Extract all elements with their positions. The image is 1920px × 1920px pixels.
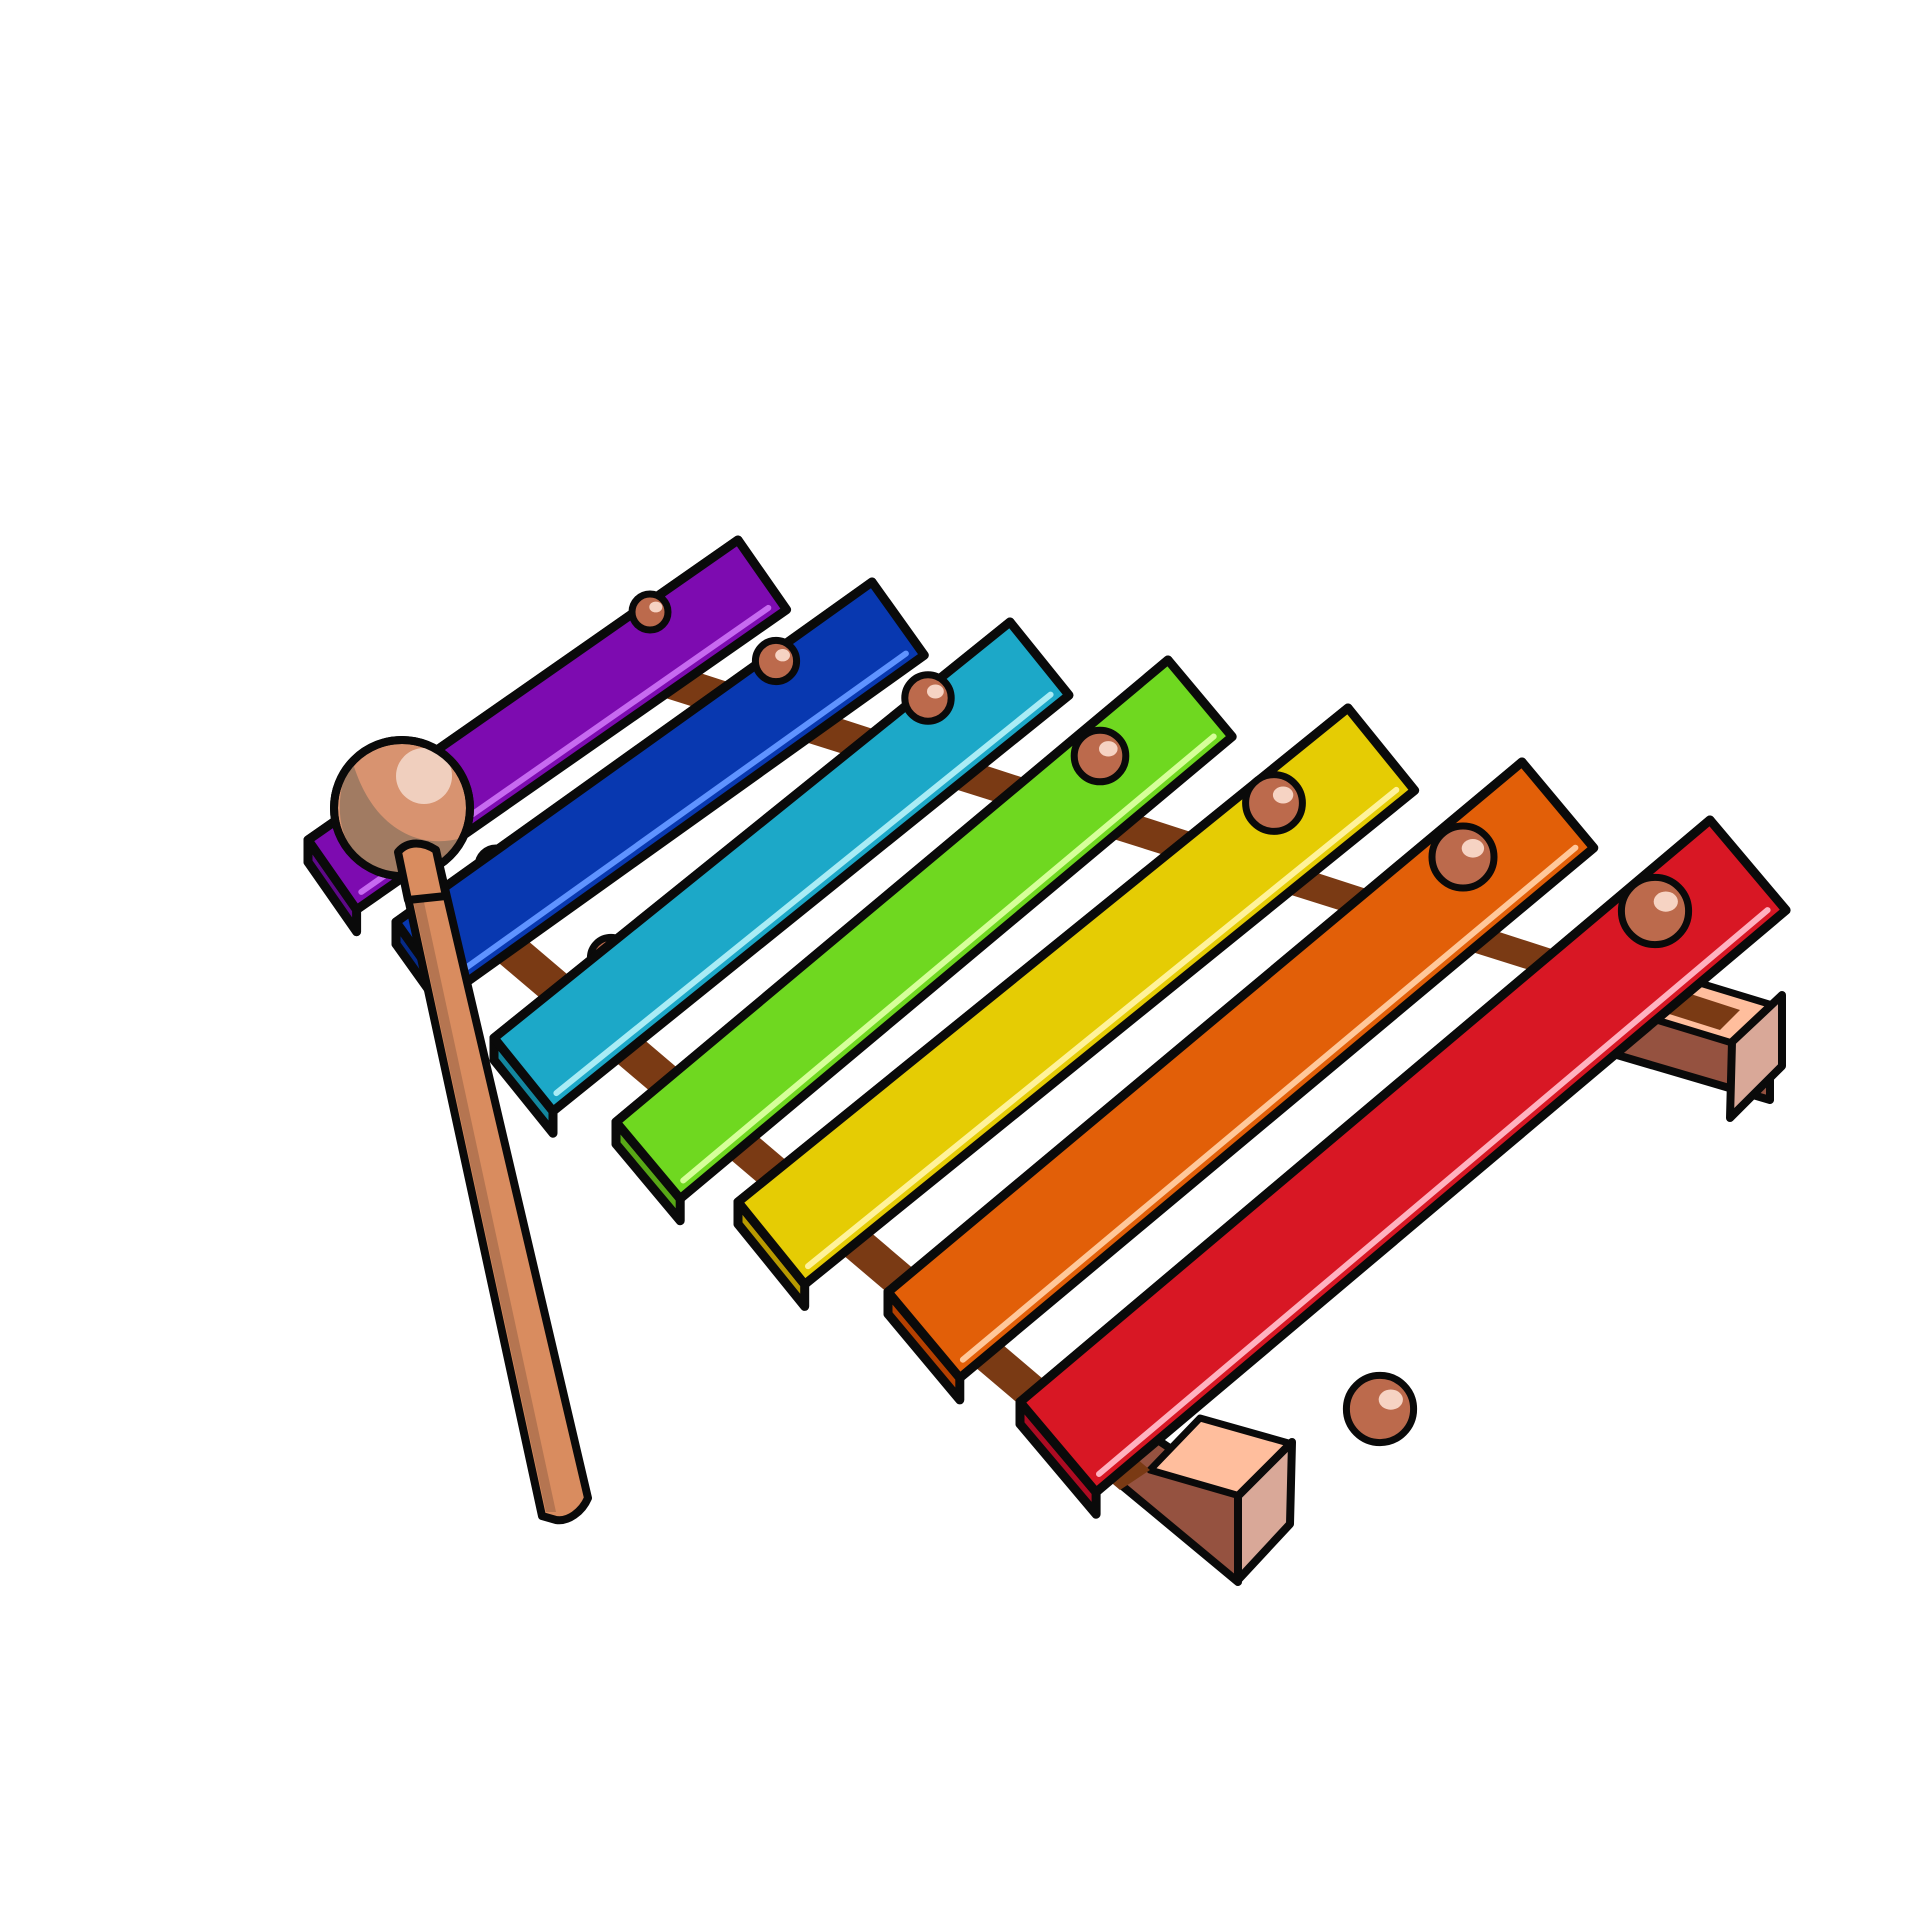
bar-cyan [489,617,1074,1138]
bar-cyan-top [489,617,1074,1116]
peg-icon [628,590,672,634]
bar-cyan-shine [553,691,1054,1097]
bar-red-shine [1096,907,1771,1477]
bar-orange-shine [959,844,1579,1363]
bar-green [611,655,1237,1226]
peg-icon [1617,873,1693,949]
bar-blue-shine [449,650,909,981]
bars-group [303,535,1791,1519]
bar-orange-top [883,757,1599,1383]
peg-icon [751,636,801,686]
mallet [330,736,592,1525]
bar-green-top [611,655,1237,1204]
bar-orange [883,757,1599,1405]
front-rail [1116,1414,1296,1586]
peg-icon [901,671,955,725]
bar-yellow-shine [805,786,1400,1270]
bar-yellow-top [733,703,1420,1289]
bar-red-top [1015,815,1791,1497]
bar-red [1015,815,1791,1519]
bar-green-shine [680,733,1217,1184]
peg-icon [1428,822,1498,892]
peg-icon [1070,726,1130,786]
peg-icon [1242,771,1306,835]
peg-icon [1342,1371,1418,1447]
